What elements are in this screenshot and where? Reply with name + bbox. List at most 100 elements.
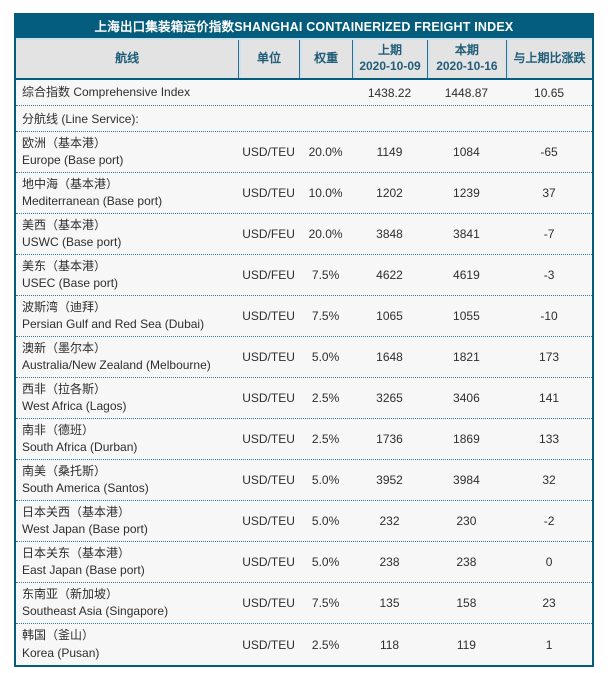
route-name-cn: 韩国（釜山） — [22, 628, 95, 643]
route-name-cn: 南非（德班） — [22, 422, 95, 437]
change-value-cell: 133 — [539, 432, 560, 446]
change-value-cell: -3 — [543, 268, 555, 282]
route-name-en: Australia/New Zealand (Melbourne) — [22, 358, 211, 372]
change-value-cell: -2 — [543, 514, 555, 528]
weight-cell: 5.0% — [311, 473, 340, 487]
curr-value-cell: 238 — [456, 555, 477, 569]
table-row: 日本关东（基本港） East Japan (Base port) USD/TEU… — [16, 542, 592, 583]
route-name-cn: 日本关西（基本港） — [22, 504, 131, 519]
change-value-cell: 1 — [545, 637, 553, 652]
comprehensive-prev-value: 1438.22 — [367, 85, 412, 100]
table-row: 地中海（基本港） Mediterranean (Base port) USD/T… — [16, 173, 592, 214]
route-name-en: South Africa (Durban) — [22, 440, 138, 454]
change-value-cell: 173 — [539, 350, 560, 364]
weight-cell: 7.5% — [311, 309, 340, 323]
prev-value-cell: 232 — [379, 514, 400, 528]
prev-value-cell: 118 — [379, 637, 400, 652]
header-route: 航线 — [16, 40, 238, 78]
route-name-cell: 南非（德班） South Africa (Durban) — [16, 422, 238, 457]
curr-value-cell: 3984 — [453, 473, 480, 487]
prev-value-cell: 1202 — [376, 186, 403, 200]
table-row: 南非（德班） South Africa (Durban) USD/TEU 2.5… — [16, 419, 592, 460]
unit-cell: USD/TEU — [242, 473, 295, 487]
header-curr-date: 2020-10-16 — [436, 59, 498, 73]
table-title: 上海出口集装箱运价指数SHANGHAI CONTAINERIZED FREIGH… — [16, 15, 592, 40]
curr-value-cell: 230 — [456, 514, 477, 528]
route-name-en: Korea (Pusan) — [22, 645, 100, 660]
route-name-cell: 欧洲（基本港） Europe (Base port) — [16, 135, 238, 170]
weight-cell: 2.5% — [311, 432, 340, 446]
route-name-cn: 南美（桑托斯） — [22, 463, 107, 478]
route-name-en: South America (Santos) — [22, 481, 149, 495]
weight-cell: 2.5% — [311, 391, 340, 405]
unit-cell: USD/TEU — [242, 186, 295, 200]
header-prev-label: 上期 — [378, 43, 403, 58]
unit-cell: USD/FEU — [242, 268, 295, 282]
route-name-cn: 日本关东（基本港） — [22, 545, 131, 560]
route-name-cn: 美东（基本港） — [22, 258, 107, 273]
curr-value-cell: 1239 — [453, 186, 480, 200]
change-value-cell: 32 — [542, 473, 556, 487]
header-unit: 单位 — [238, 40, 298, 78]
table-row: 日本关西（基本港） West Japan (Base port) USD/TEU… — [16, 501, 592, 542]
table-row: 波斯湾（迪拜） Persian Gulf and Red Sea (Dubai)… — [16, 296, 592, 337]
curr-value-cell: 119 — [456, 637, 476, 652]
curr-value-cell: 3841 — [453, 227, 480, 241]
route-name-en: Southeast Asia (Singapore) — [22, 604, 169, 618]
curr-value-cell: 4619 — [453, 268, 480, 282]
prev-value-cell: 1065 — [376, 309, 403, 323]
weight-cell: 7.5% — [311, 596, 340, 610]
route-name-cn: 东南亚（新加坡） — [22, 586, 119, 601]
table-row: 美西（基本港） USWC (Base port) USD/FEU 20.0% 3… — [16, 214, 592, 255]
route-name-en: East Japan (Base port) — [22, 563, 145, 577]
curr-value-cell: 1084 — [453, 145, 480, 159]
route-name-en: West Africa (Lagos) — [22, 399, 127, 413]
unit-cell: USD/TEU — [242, 637, 295, 652]
route-name-cell: 美东（基本港） USEC (Base port) — [16, 258, 238, 293]
weight-cell: 2.5% — [311, 637, 340, 652]
header-weight: 权重 — [298, 40, 353, 78]
header-prev-period: 上期 2020-10-09 — [352, 40, 426, 78]
weight-cell: 5.0% — [311, 350, 340, 364]
unit-cell: USD/TEU — [242, 555, 295, 569]
route-name-en: USWC (Base port) — [22, 235, 122, 249]
weight-cell: 20.0% — [308, 145, 343, 159]
table-row: 南美（桑托斯） South America (Santos) USD/TEU 5… — [16, 460, 592, 501]
prev-value-cell: 135 — [379, 596, 400, 610]
weight-cell: 7.5% — [311, 268, 340, 282]
weight-cell: 5.0% — [311, 514, 340, 528]
header-curr-period: 本期 2020-10-16 — [426, 40, 506, 78]
freight-index-table: 上海出口集装箱运价指数SHANGHAI CONTAINERIZED FREIGH… — [14, 13, 594, 667]
route-name-cell: 澳新（墨尔本） Australia/New Zealand (Melbourne… — [16, 340, 238, 375]
route-name-cell: 日本关西（基本港） West Japan (Base port) — [16, 504, 238, 539]
unit-cell: USD/TEU — [242, 350, 295, 364]
weight-cell: 20.0% — [308, 227, 343, 241]
route-name-cell: 南美（桑托斯） South America (Santos) — [16, 463, 238, 498]
weight-cell: 5.0% — [311, 555, 340, 569]
table-row: 澳新（墨尔本） Australia/New Zealand (Melbourne… — [16, 337, 592, 378]
route-name-cell: 地中海（基本港） Mediterranean (Base port) — [16, 176, 238, 211]
unit-cell: USD/TEU — [242, 514, 295, 528]
route-name-en: West Japan (Base port) — [22, 522, 148, 536]
curr-value-cell: 1821 — [453, 350, 480, 364]
line-service-section-label: 分航线 (Line Service): — [22, 112, 139, 126]
change-value-cell: 23 — [542, 596, 556, 610]
route-name-cell: 东南亚（新加坡） Southeast Asia (Singapore) — [16, 586, 238, 621]
route-name-cn: 欧洲（基本港） — [22, 135, 107, 150]
route-name-en: Persian Gulf and Red Sea (Dubai) — [22, 317, 205, 331]
route-name-cell: 波斯湾（迪拜） Persian Gulf and Red Sea (Dubai) — [16, 299, 238, 334]
route-name-cn: 澳新（墨尔本） — [22, 340, 107, 355]
change-value-cell: -10 — [540, 309, 558, 323]
header-change: 与上期比涨跌 — [506, 40, 592, 78]
unit-cell: USD/TEU — [242, 596, 295, 610]
route-name-en: Europe (Base port) — [22, 153, 124, 167]
curr-value-cell: 3406 — [453, 391, 480, 405]
route-name-cell: 日本关东（基本港） East Japan (Base port) — [16, 545, 238, 580]
change-value-cell: 141 — [539, 391, 560, 405]
prev-value-cell: 1736 — [376, 432, 403, 446]
line-service-section-row: 分航线 (Line Service): — [16, 106, 592, 132]
route-name-cell: 美西（基本港） USWC (Base port) — [16, 217, 238, 252]
route-name-en: USEC (Base port) — [22, 276, 119, 290]
route-name-en: Mediterranean (Base port) — [22, 194, 163, 208]
curr-value-cell: 158 — [456, 596, 477, 610]
